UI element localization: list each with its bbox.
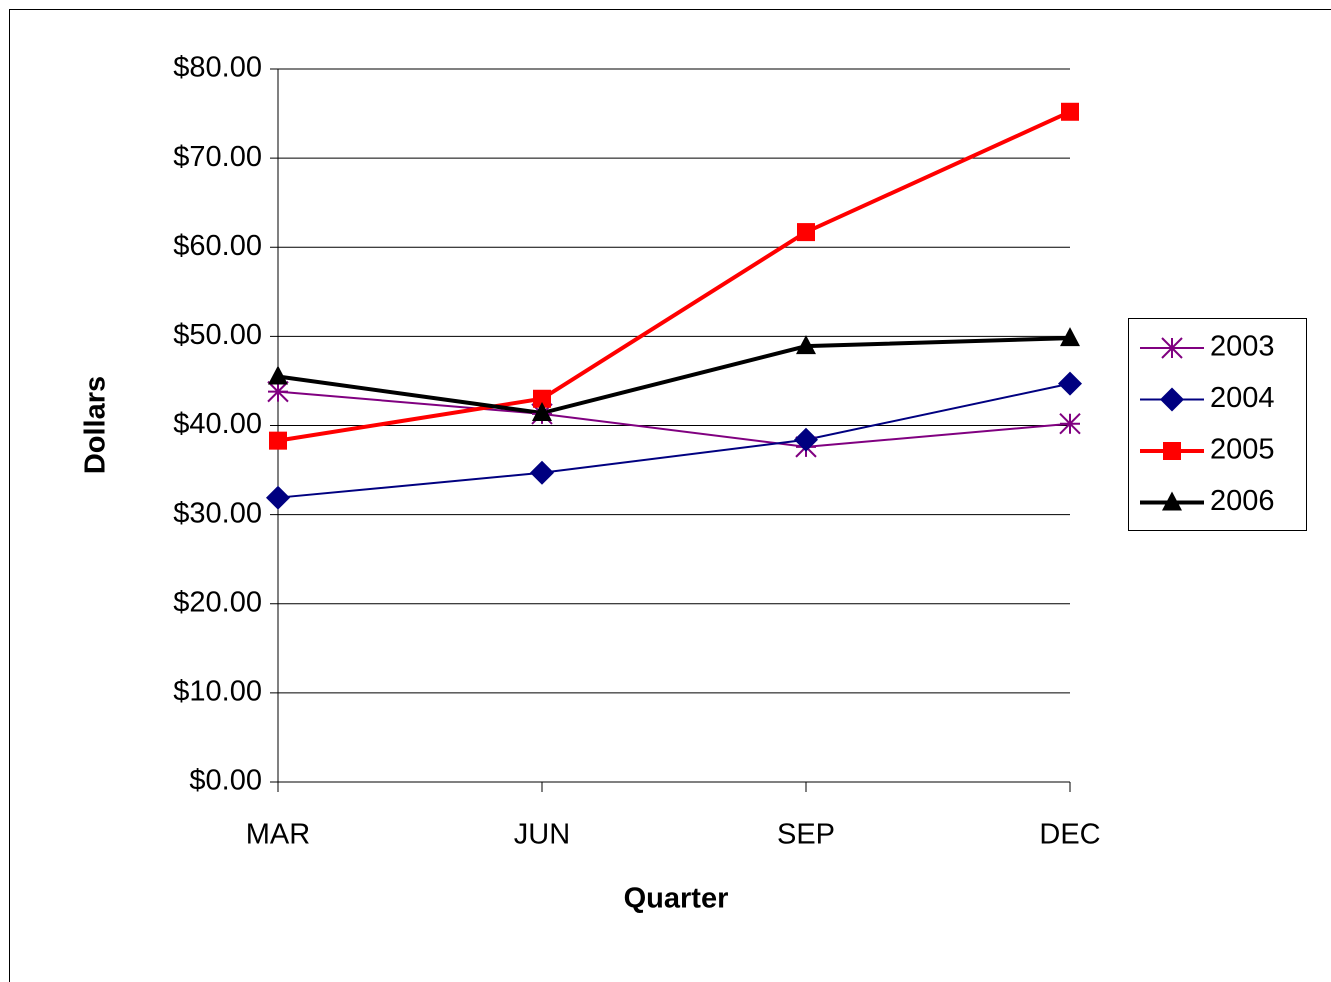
y-tick-label: $50.00 [173, 319, 262, 351]
data-point [794, 427, 818, 452]
y-tick-label: $30.00 [173, 497, 262, 529]
data-point [269, 431, 287, 450]
legend-label: 2004 [1210, 382, 1275, 414]
data-point [796, 335, 816, 355]
data-point [532, 402, 552, 422]
data-point [1058, 371, 1082, 396]
data-point [266, 485, 290, 510]
chart-frame [9, 9, 1331, 982]
y-axis-title: Dollars [80, 376, 112, 474]
legend: 2003 2004 2005 2006 [1128, 318, 1307, 531]
data-point [1059, 413, 1081, 435]
legend-label: 2006 [1210, 485, 1275, 517]
legend-marker [1163, 442, 1181, 460]
legend-marker [1162, 491, 1182, 511]
series-line [277, 336, 1071, 416]
x-tick-label: MAR [246, 819, 310, 851]
data-point [1060, 327, 1080, 347]
legend-marker [1160, 387, 1184, 412]
x-tick-label: DEC [1039, 819, 1100, 851]
data-point [533, 389, 551, 408]
data-point [1061, 102, 1079, 121]
y-tick-label: $40.00 [173, 408, 262, 440]
data-point [530, 460, 554, 485]
series-line [277, 109, 1071, 443]
x-axis-title: Quarter [624, 883, 729, 915]
data-point [268, 365, 288, 385]
y-tick-label: $70.00 [173, 141, 262, 173]
y-tick-label: $0.00 [189, 765, 262, 797]
x-tick-label: SEP [777, 819, 835, 851]
legend-marker [1161, 337, 1183, 359]
y-tick-label: $80.00 [173, 52, 262, 84]
y-tick-label: $10.00 [173, 676, 262, 708]
legend-label: 2005 [1210, 434, 1275, 466]
x-tick-label: JUN [514, 819, 570, 851]
legend-box [1128, 318, 1307, 531]
series-line [277, 390, 1071, 448]
data-point [267, 380, 289, 403]
y-tick-label: $20.00 [173, 586, 262, 618]
legend-label: 2003 [1210, 331, 1275, 363]
series-line [277, 382, 1071, 499]
y-tick-label: $60.00 [173, 230, 262, 262]
data-point [797, 223, 815, 242]
